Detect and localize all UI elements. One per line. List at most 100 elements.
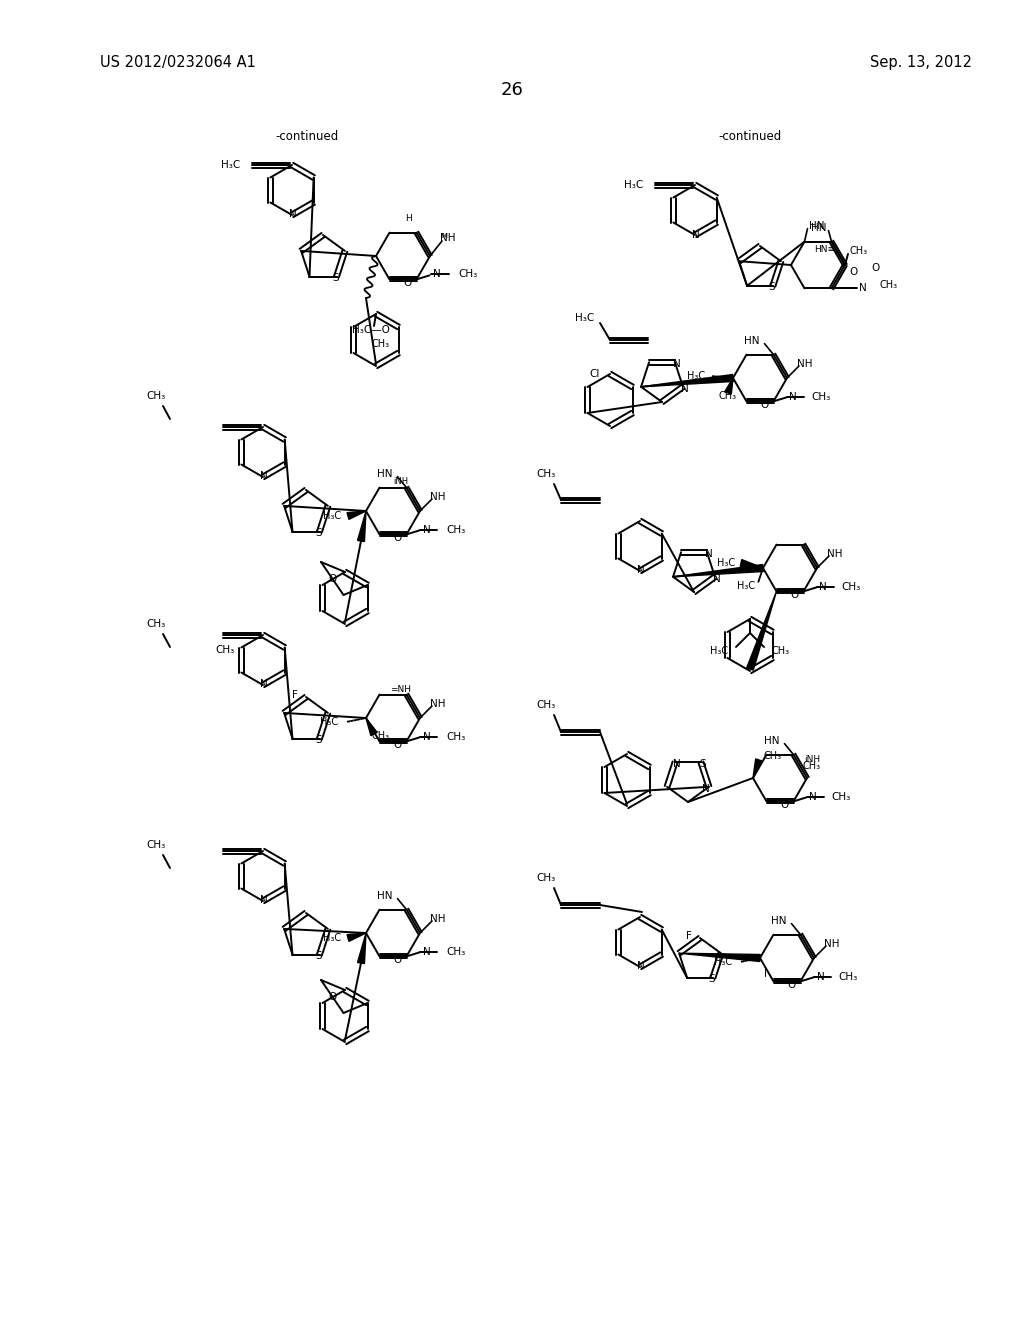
Text: CH₃: CH₃ <box>372 339 390 348</box>
Text: H₃C: H₃C <box>714 957 732 968</box>
Text: CH₃: CH₃ <box>763 751 781 762</box>
Polygon shape <box>347 511 366 519</box>
Polygon shape <box>740 560 763 568</box>
Text: CH₃: CH₃ <box>719 391 737 401</box>
Text: 26: 26 <box>501 81 523 99</box>
Text: NH: NH <box>827 549 843 558</box>
Text: O: O <box>403 279 412 288</box>
Text: CH₃: CH₃ <box>537 469 556 479</box>
Text: O: O <box>761 400 769 411</box>
Text: NH: NH <box>798 359 813 370</box>
Text: CH₃: CH₃ <box>146 391 166 401</box>
Text: S: S <box>699 759 707 770</box>
Text: CH₃: CH₃ <box>371 731 389 741</box>
Polygon shape <box>357 511 366 541</box>
Text: H₃C: H₃C <box>323 511 341 521</box>
Text: H₃C: H₃C <box>323 933 341 942</box>
Text: CH₃: CH₃ <box>537 700 556 710</box>
Text: CH₃: CH₃ <box>459 269 478 280</box>
Text: H₃C: H₃C <box>737 581 755 591</box>
Text: CH₃: CH₃ <box>831 792 851 803</box>
Text: N: N <box>673 359 681 370</box>
Text: S: S <box>769 281 775 292</box>
Text: H₃C: H₃C <box>624 180 643 190</box>
Text: I: I <box>764 969 766 979</box>
Text: S: S <box>315 950 322 961</box>
Polygon shape <box>347 933 366 941</box>
Text: CH₃: CH₃ <box>880 280 898 290</box>
Text: N: N <box>859 284 867 293</box>
Text: H₃C—O: H₃C—O <box>352 325 390 335</box>
Text: O: O <box>328 573 336 583</box>
Polygon shape <box>725 378 733 395</box>
Text: S: S <box>315 735 322 744</box>
Text: -continued: -continued <box>275 129 339 143</box>
Text: iNH: iNH <box>804 755 820 764</box>
Text: CH₃: CH₃ <box>215 645 234 655</box>
Text: O: O <box>870 263 880 273</box>
Text: N: N <box>810 792 817 803</box>
Text: HN: HN <box>810 220 825 231</box>
Text: N: N <box>260 471 268 480</box>
Text: CH₃: CH₃ <box>811 392 830 403</box>
Polygon shape <box>753 759 762 777</box>
Text: N: N <box>702 784 710 793</box>
Text: N: N <box>260 678 268 689</box>
Text: N: N <box>692 230 699 240</box>
Text: N: N <box>432 269 440 280</box>
Text: H₃C: H₃C <box>319 717 338 727</box>
Text: NH: NH <box>430 913 445 924</box>
Text: NH: NH <box>824 939 840 949</box>
Text: CH₃: CH₃ <box>446 733 466 742</box>
Text: F: F <box>686 931 692 941</box>
Text: N: N <box>423 733 430 742</box>
Text: iM: iM <box>440 234 449 239</box>
Text: CH₃: CH₃ <box>537 873 556 883</box>
Text: N: N <box>790 392 798 403</box>
Text: N: N <box>816 973 824 982</box>
Text: S: S <box>315 528 322 537</box>
Text: S: S <box>332 273 339 282</box>
Text: H: H <box>404 214 412 223</box>
Text: CH₃: CH₃ <box>850 246 868 256</box>
Text: HN≡: HN≡ <box>814 244 835 253</box>
Text: H₃C: H₃C <box>221 160 240 170</box>
Text: H₃C: H₃C <box>575 313 594 323</box>
Text: F: F <box>292 690 298 700</box>
Text: CH₃: CH₃ <box>772 645 791 656</box>
Text: O: O <box>849 268 858 277</box>
Text: O: O <box>393 533 401 544</box>
Text: CH₃: CH₃ <box>446 948 466 957</box>
Text: Cl: Cl <box>590 370 600 379</box>
Text: N: N <box>706 549 713 560</box>
Text: HN: HN <box>377 469 392 479</box>
Text: H₃C: H₃C <box>687 371 705 381</box>
Text: H₃C: H₃C <box>710 645 728 656</box>
Text: N: N <box>637 565 645 576</box>
Text: CH₃: CH₃ <box>839 973 858 982</box>
Polygon shape <box>673 565 763 577</box>
Text: HN: HN <box>377 891 392 900</box>
Text: CH₃: CH₃ <box>146 840 166 850</box>
Polygon shape <box>641 375 733 387</box>
Text: N: N <box>681 384 689 393</box>
Text: Sep. 13, 2012: Sep. 13, 2012 <box>870 55 972 70</box>
Text: NH: NH <box>430 492 445 502</box>
Text: CH₃: CH₃ <box>146 619 166 630</box>
Text: HN: HN <box>811 223 826 232</box>
Text: N: N <box>673 759 681 770</box>
Text: N: N <box>260 895 268 906</box>
Text: S: S <box>709 974 715 983</box>
Text: CH₃: CH₃ <box>842 582 861 593</box>
Text: N: N <box>637 961 645 972</box>
Polygon shape <box>357 933 366 964</box>
Polygon shape <box>366 718 377 735</box>
Text: N: N <box>423 948 430 957</box>
Text: HN: HN <box>771 916 786 925</box>
Text: O: O <box>328 991 336 1002</box>
Text: O: O <box>787 981 796 990</box>
Text: HN: HN <box>764 735 779 746</box>
Text: O: O <box>393 956 401 965</box>
Text: NH: NH <box>440 234 456 243</box>
Text: O: O <box>791 590 799 601</box>
